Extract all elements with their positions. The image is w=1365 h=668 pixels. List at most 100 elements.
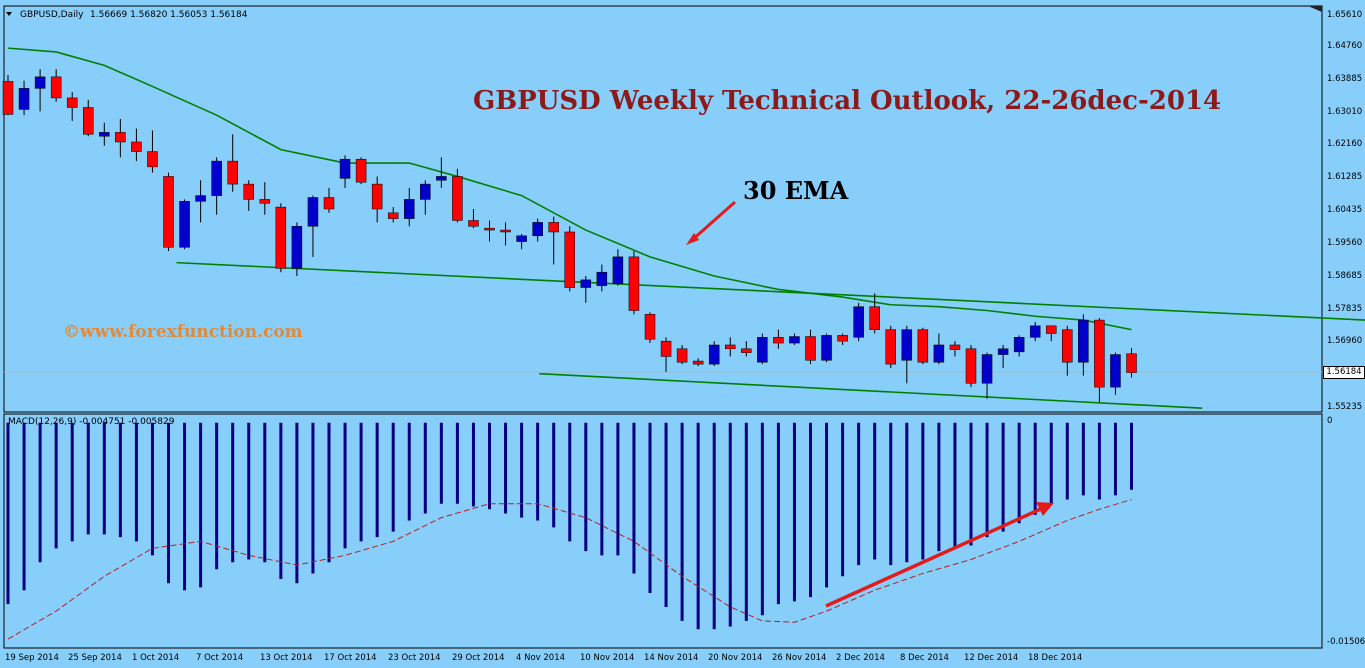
candle <box>789 333 800 345</box>
candle-body <box>420 183 431 200</box>
candle-body <box>163 176 174 248</box>
candle <box>339 155 351 188</box>
candle <box>949 341 961 357</box>
candle-body <box>1013 337 1025 353</box>
candle <box>981 352 993 399</box>
symbol-label: GBPUSD,Daily <box>20 10 84 20</box>
candle-body <box>532 222 543 237</box>
ohlc-readout: 1.56669 1.56820 1.56053 1.56184 <box>90 10 248 20</box>
candle-body <box>981 354 993 384</box>
macd-up-arrow <box>825 502 1054 608</box>
macd-histogram <box>6 422 1133 630</box>
candle-body <box>50 76 62 99</box>
candle-body <box>484 227 495 231</box>
date-tick: 17 Oct 2014 <box>324 653 377 663</box>
candle-body <box>259 199 271 204</box>
date-tick: 19 Sep 2014 <box>5 653 59 663</box>
candle-body <box>243 183 254 200</box>
candle <box>564 226 575 292</box>
candle-body <box>307 197 319 227</box>
candle <box>516 233 527 250</box>
candle-body <box>323 197 335 210</box>
trendline <box>539 372 1203 409</box>
candle-body <box>436 176 447 181</box>
candle-body <box>1078 319 1089 363</box>
candle-body <box>131 141 142 152</box>
candle <box>259 182 271 215</box>
candle-body <box>869 306 880 330</box>
candle <box>307 195 319 257</box>
candle <box>773 329 784 349</box>
candle <box>34 69 46 112</box>
macd-tick: 0 <box>1327 416 1333 426</box>
date-tick: 25 Sep 2014 <box>68 653 122 663</box>
candle-body <box>773 337 784 344</box>
candle-body <box>99 132 110 137</box>
candle <box>291 222 303 277</box>
candle-body <box>965 348 977 384</box>
candle-body <box>564 231 575 288</box>
candlesticks <box>2 69 1137 403</box>
trendline <box>176 261 1365 321</box>
candle <box>885 325 896 368</box>
candle <box>1029 321 1041 342</box>
macd-pane-border <box>3 413 1323 649</box>
date-tick: 13 Oct 2014 <box>260 653 313 663</box>
price-tick: 1.59560 <box>1327 238 1363 248</box>
candle <box>1094 318 1105 403</box>
ema-label: 30 EMA <box>743 176 849 205</box>
candle-body <box>612 256 624 284</box>
candle <box>50 69 62 102</box>
macd-signal-line <box>7 499 1132 640</box>
candle <box>115 118 126 158</box>
date-tick: 2 Dec 2014 <box>836 653 885 663</box>
candle <box>404 187 415 227</box>
price-tick: 1.55235 <box>1327 402 1363 412</box>
macd-tick: -0.015064 <box>1327 637 1365 647</box>
candle-body <box>660 340 672 357</box>
date-tick: 1 Oct 2014 <box>132 653 180 663</box>
candle <box>997 344 1009 368</box>
price-tick: 1.65610 <box>1327 10 1363 20</box>
candle <box>452 168 463 223</box>
date-tick: 10 Nov 2014 <box>580 653 635 663</box>
candle-body <box>1062 329 1073 363</box>
price-tick: 1.58685 <box>1327 271 1363 281</box>
candle-body <box>933 344 945 363</box>
candle <box>901 325 913 384</box>
candle-body <box>725 344 736 350</box>
candle <box>612 249 624 286</box>
candle-body <box>757 337 768 363</box>
candle-body <box>997 348 1009 355</box>
candle-body <box>1126 353 1137 373</box>
candle <box>468 209 479 229</box>
candle-body <box>853 306 864 338</box>
candle <box>821 333 832 363</box>
date-tick: 12 Dec 2014 <box>964 653 1019 663</box>
date-tick: 20 Nov 2014 <box>708 653 763 663</box>
candle-body <box>805 336 816 361</box>
candle-body <box>452 176 463 221</box>
candle-body <box>516 235 527 242</box>
candle <box>596 264 608 292</box>
candle-body <box>676 348 688 363</box>
candle-body <box>500 229 511 233</box>
date-tick: 29 Oct 2014 <box>452 653 505 663</box>
candle <box>179 199 190 250</box>
candle-body <box>275 206 287 269</box>
candle-body <box>580 279 592 288</box>
candle-body <box>66 97 78 108</box>
candle <box>757 333 768 365</box>
candle <box>387 207 399 223</box>
candle <box>66 92 78 121</box>
candle-body <box>291 225 303 269</box>
candle-body <box>404 199 415 219</box>
candle <box>2 74 14 116</box>
candle <box>131 128 142 162</box>
candle-body <box>115 132 126 143</box>
chart-title: GBPUSD Weekly Technical Outlook, 22-26de… <box>473 86 1222 116</box>
date-tick: 7 Oct 2014 <box>196 653 244 663</box>
candle <box>548 216 559 265</box>
candle <box>195 180 206 223</box>
macd-signal-path <box>7 499 1132 640</box>
